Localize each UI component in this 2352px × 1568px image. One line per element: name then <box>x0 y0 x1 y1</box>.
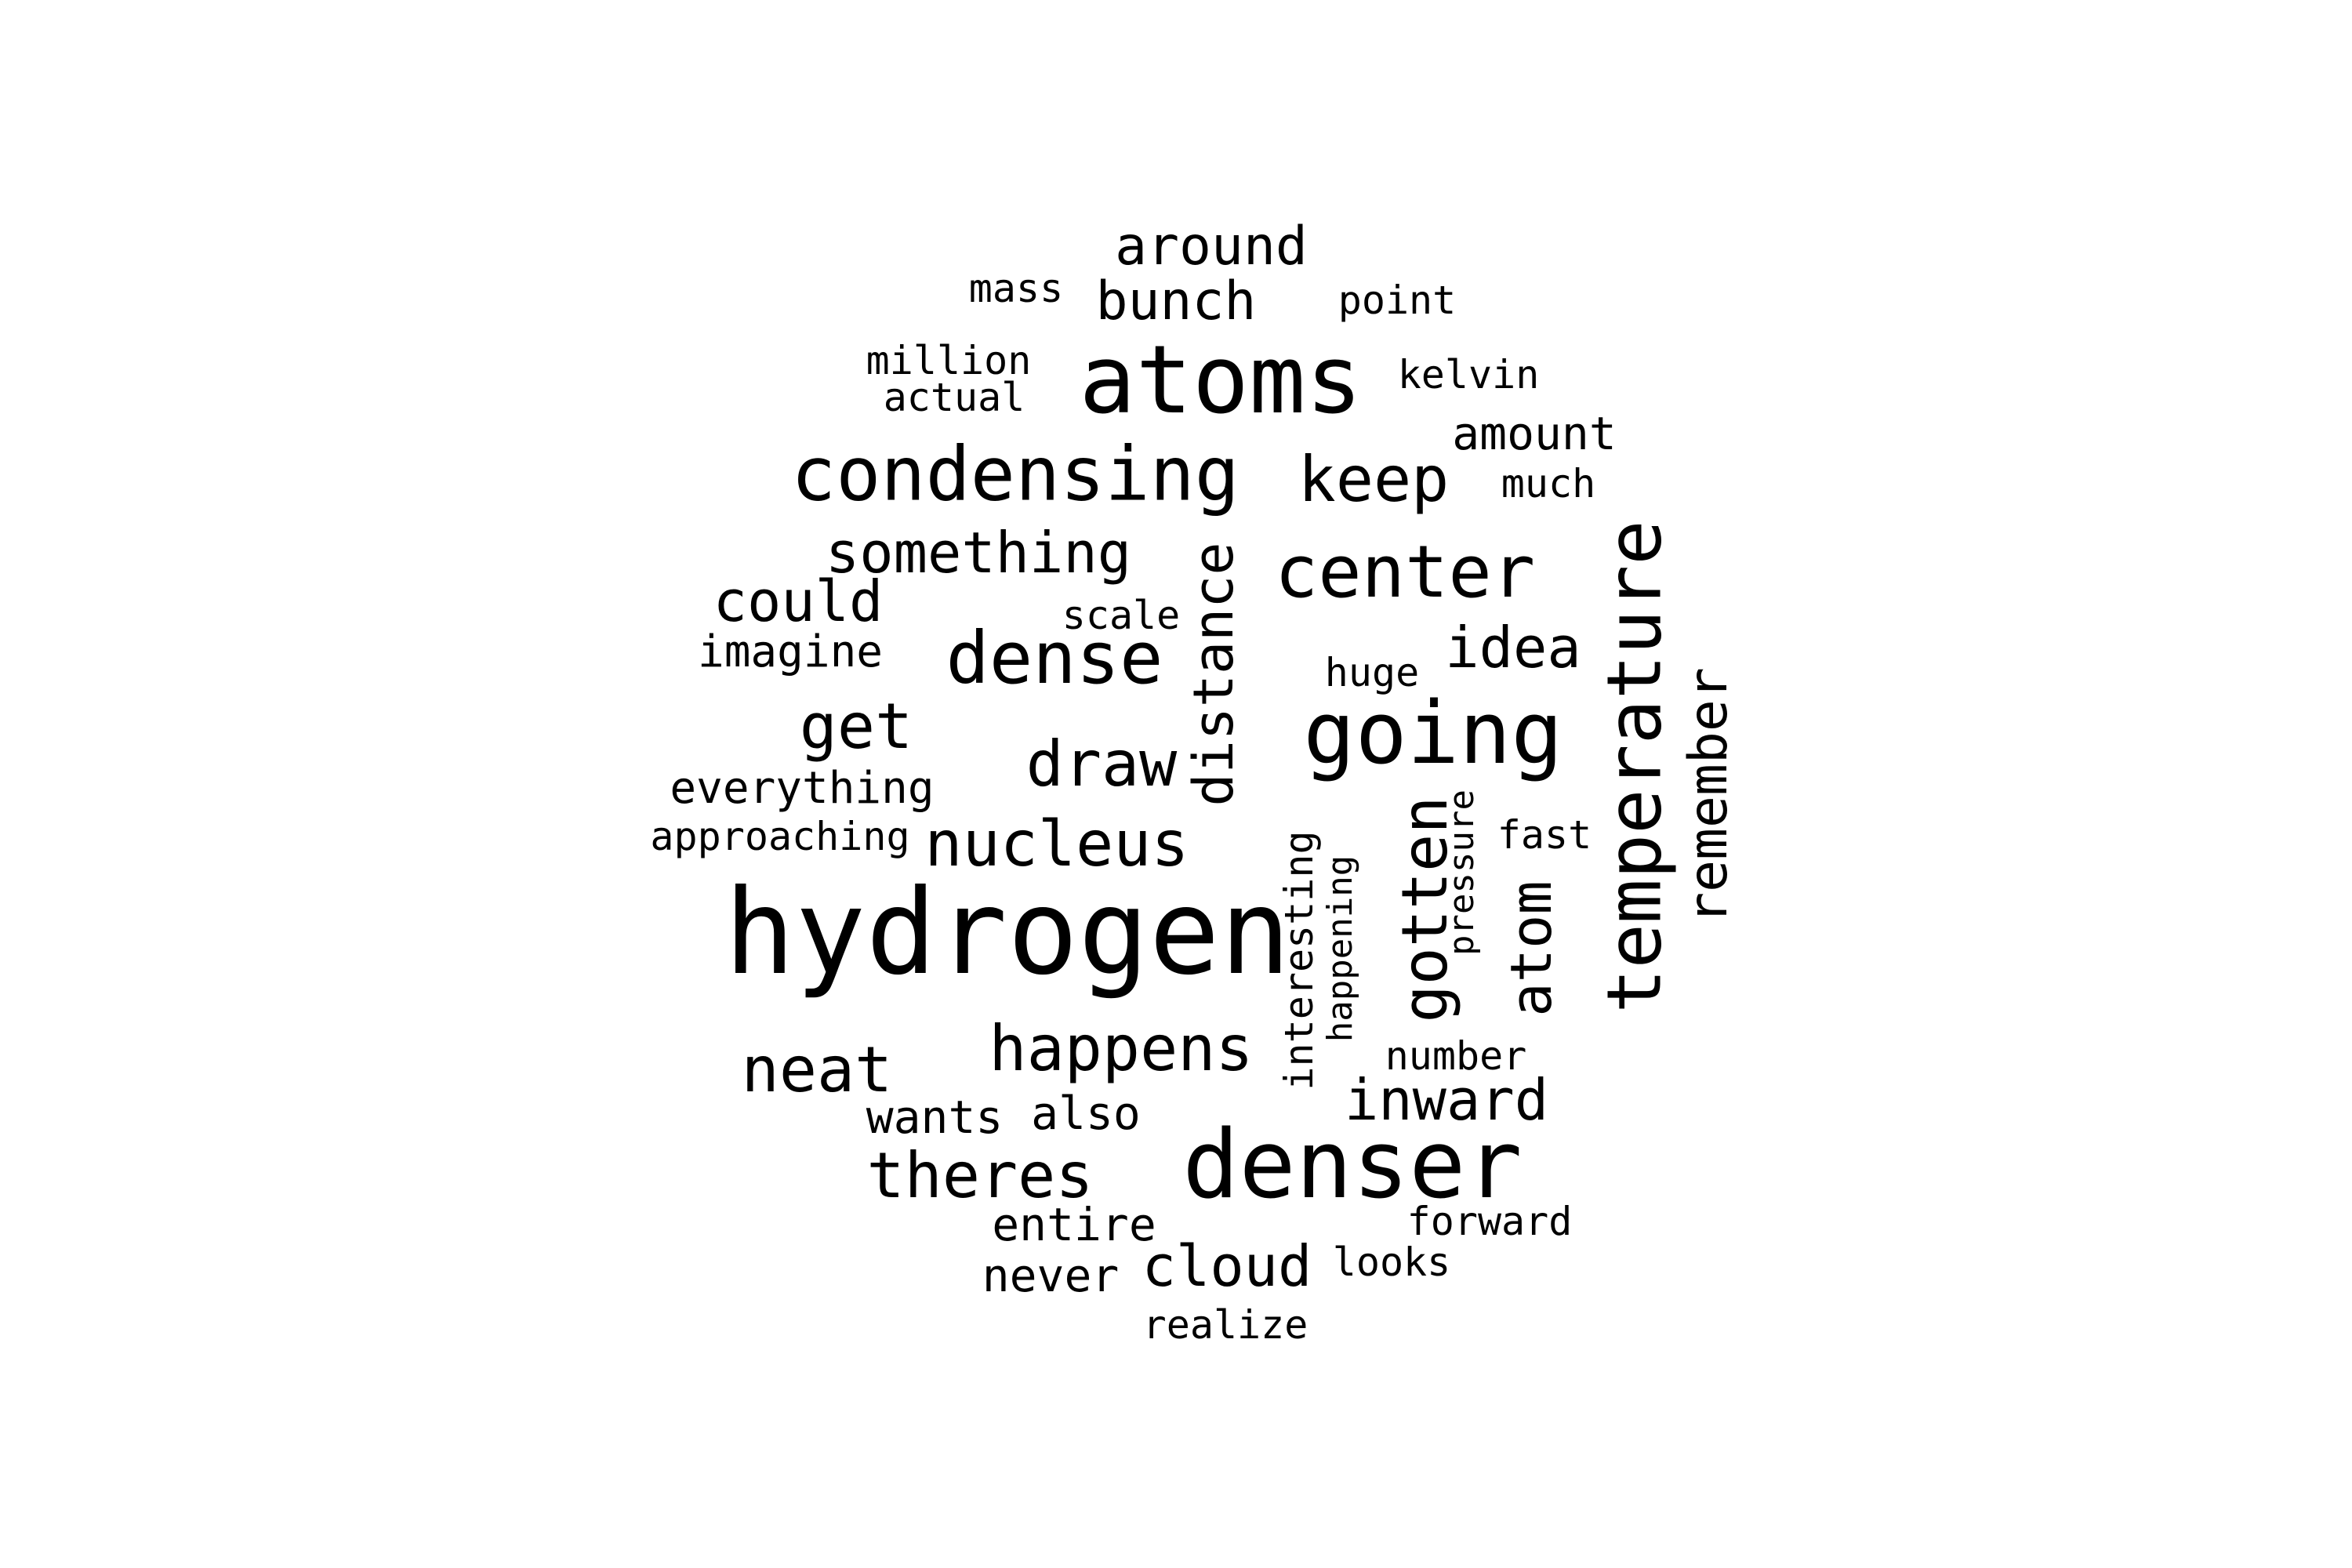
word-interesting: interesting <box>1276 830 1322 1091</box>
word-neat: neat <box>741 1033 893 1106</box>
word-dense: dense <box>946 616 1163 700</box>
word-inward: inward <box>1344 1067 1549 1133</box>
word-scale: scale <box>1062 593 1181 638</box>
word-hydrogen: hydrogen <box>724 865 1291 1001</box>
word-wants: wants <box>866 1091 1004 1144</box>
word-much: much <box>1501 461 1596 506</box>
word-also: also <box>1031 1087 1141 1140</box>
word-mass: mass <box>968 266 1064 311</box>
word-pressure: pressure <box>1442 789 1482 956</box>
word-actual: actual <box>883 375 1025 420</box>
word-nucleus: nucleus <box>924 808 1189 880</box>
word-happens: happens <box>989 1012 1254 1085</box>
word-entire: entire <box>992 1198 1156 1251</box>
word-around: around <box>1115 216 1308 278</box>
word-million: million <box>866 338 1032 383</box>
word-idea: idea <box>1445 615 1581 681</box>
word-draw: draw <box>1025 728 1178 800</box>
word-could: could <box>713 568 884 634</box>
word-huge: huge <box>1324 650 1420 695</box>
word-never: never <box>982 1249 1120 1302</box>
word-atom: atom <box>1498 880 1564 1017</box>
word-remember: remember <box>1678 667 1740 924</box>
word-temperature: temperature <box>1592 520 1679 1014</box>
word-looks: looks <box>1332 1240 1451 1285</box>
word-something: something <box>825 520 1132 586</box>
word-approaching: approaching <box>650 814 910 859</box>
word-amount: amount <box>1452 407 1617 460</box>
word-kelvin: kelvin <box>1397 352 1540 397</box>
word-theres: theres <box>866 1139 1094 1212</box>
word-point: point <box>1338 278 1457 323</box>
word-cloud: cloud <box>1142 1233 1312 1299</box>
word-everything: everything <box>670 763 935 814</box>
word-realize: realize <box>1142 1302 1308 1348</box>
word-distance: distance <box>1181 542 1246 807</box>
word-imagine: imagine <box>697 626 884 677</box>
word-get: get <box>799 690 913 763</box>
word-forward: forward <box>1406 1199 1573 1244</box>
word-fast: fast <box>1497 812 1592 858</box>
word-happening: happening <box>1320 855 1360 1043</box>
word-condensing: condensing <box>791 431 1240 518</box>
word-atoms: atoms <box>1079 326 1363 435</box>
word-bunch: bunch <box>1095 270 1257 332</box>
word-number: number <box>1385 1033 1527 1079</box>
word-going: going <box>1303 683 1563 783</box>
word-keep: keep <box>1298 443 1450 516</box>
word-center: center <box>1274 530 1536 614</box>
word-denser: denser <box>1182 1111 1523 1220</box>
